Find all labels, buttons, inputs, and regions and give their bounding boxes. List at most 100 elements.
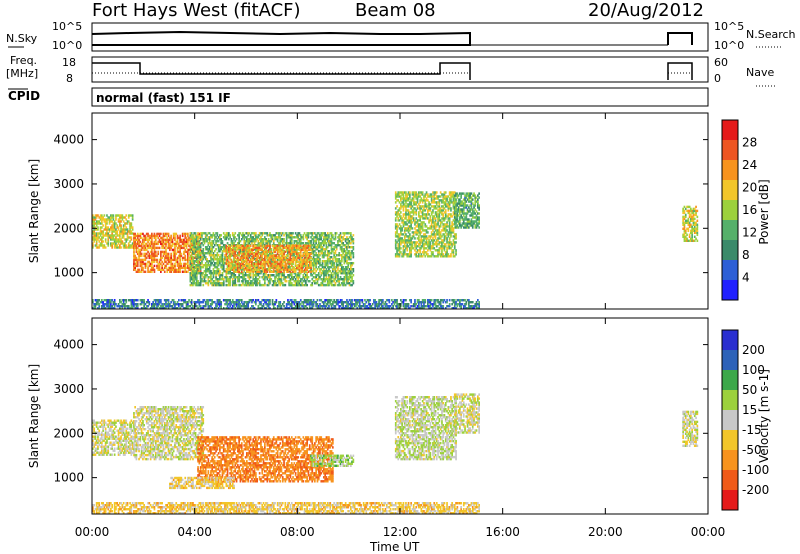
echo-cell xyxy=(407,255,410,258)
echo-cell xyxy=(257,254,260,258)
echo-cell xyxy=(457,200,460,203)
echo-cell xyxy=(324,274,326,277)
echo-cell xyxy=(166,236,169,240)
echo-cell xyxy=(328,270,330,273)
echo-cell xyxy=(452,201,455,204)
echo-cell xyxy=(269,282,271,285)
echo-cell xyxy=(120,214,122,217)
echo-cell xyxy=(452,223,455,226)
echo-cell xyxy=(314,262,316,265)
echo-cell xyxy=(264,256,266,260)
echo-cell xyxy=(130,214,133,217)
echo-cell xyxy=(330,246,333,249)
echo-cell xyxy=(294,236,297,239)
echo-cell xyxy=(94,226,97,229)
echo-cell xyxy=(332,283,334,287)
echo-cell xyxy=(315,248,317,251)
echo-cell xyxy=(210,258,212,261)
echo-cell xyxy=(421,223,424,226)
echo-cell xyxy=(192,250,194,253)
echo-cell xyxy=(246,252,248,256)
echo-cell xyxy=(287,270,289,273)
echo-cell xyxy=(401,255,403,258)
echo-cell xyxy=(253,258,256,261)
echo-cell xyxy=(443,225,446,228)
echo-cell xyxy=(346,274,348,277)
echo-cell xyxy=(167,252,170,256)
echo-cell xyxy=(115,218,117,221)
echo-cell xyxy=(446,197,448,200)
echo-cell xyxy=(321,234,324,237)
echo-cell xyxy=(424,223,427,226)
echo-cell xyxy=(279,264,282,268)
echo-cell xyxy=(104,228,107,231)
echo-cell xyxy=(394,253,397,256)
echo-cell xyxy=(338,240,341,243)
echo-cell xyxy=(237,266,239,270)
echo-cell xyxy=(405,217,407,220)
echo-cell xyxy=(302,260,305,264)
echo-cell xyxy=(180,262,183,266)
echo-cell xyxy=(201,256,203,259)
echo-cell xyxy=(438,243,441,246)
echo-cell xyxy=(238,268,240,271)
echo-cell xyxy=(247,254,249,257)
echo-cell xyxy=(350,236,352,239)
echo-cell xyxy=(289,260,292,264)
echo-cell xyxy=(287,262,289,265)
echo-cell xyxy=(187,260,189,264)
echo-cell xyxy=(335,280,338,283)
echo-cell xyxy=(244,266,247,270)
echo-cell xyxy=(398,243,401,246)
echo-cell xyxy=(446,249,448,252)
echo-cell xyxy=(197,252,199,255)
echo-cell xyxy=(216,282,219,285)
echo-cell xyxy=(346,254,348,257)
echo-cell xyxy=(120,232,122,235)
echo-cell xyxy=(192,244,194,248)
echo-cell xyxy=(184,234,187,238)
echo-cell xyxy=(308,280,311,283)
echo-cell xyxy=(312,254,315,257)
echo-cell xyxy=(435,255,438,258)
echo-cell xyxy=(198,282,201,285)
echo-cell xyxy=(334,238,337,241)
echo-cell xyxy=(143,236,145,240)
echo-cell xyxy=(330,242,333,245)
echo-cell xyxy=(139,258,142,262)
echo-cell xyxy=(184,242,187,246)
echo-cell xyxy=(444,223,447,226)
echo-cell xyxy=(101,242,103,245)
echo-cell xyxy=(184,232,187,236)
echo-cell xyxy=(423,249,425,252)
echo-cell xyxy=(135,264,138,268)
echo-cell xyxy=(194,242,197,245)
echo-cell xyxy=(407,213,410,216)
echo-cell xyxy=(266,270,269,273)
echo-cell xyxy=(248,232,251,235)
echo-cell xyxy=(311,274,314,277)
echo-cell xyxy=(314,250,316,253)
echo-cell xyxy=(225,280,228,283)
echo-cell xyxy=(407,191,410,194)
echo-cell xyxy=(412,199,415,202)
echo-cell xyxy=(239,240,242,243)
echo-cell xyxy=(288,264,290,267)
echo-cell xyxy=(307,264,310,267)
echo-cell xyxy=(184,244,187,248)
echo-cell xyxy=(328,280,330,283)
echo-cell xyxy=(133,264,135,268)
echo-cell xyxy=(411,241,414,244)
echo-cell xyxy=(136,240,139,244)
echo-cell xyxy=(204,248,207,251)
echo-cell xyxy=(278,264,280,268)
echo-cell xyxy=(101,216,103,219)
echo-cell xyxy=(180,264,183,268)
echo-cell xyxy=(221,274,224,277)
echo-cell xyxy=(348,236,351,239)
echo-cell xyxy=(93,228,95,231)
echo-cell xyxy=(94,238,97,241)
echo-cell xyxy=(450,247,452,250)
echo-cell xyxy=(272,254,275,257)
echo-cell xyxy=(257,236,260,239)
